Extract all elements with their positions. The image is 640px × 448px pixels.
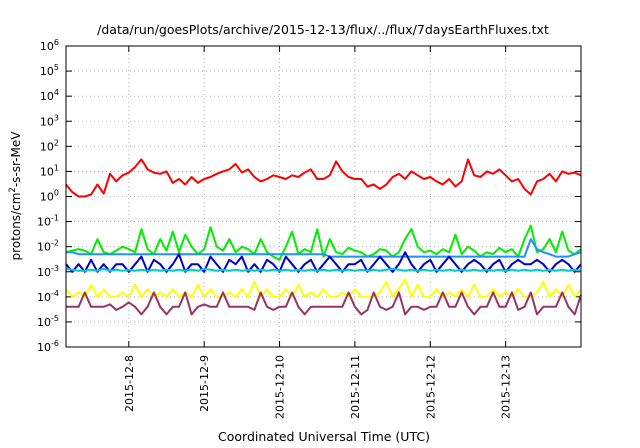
y-tick-label: 10-1: [37, 214, 59, 229]
y-tick-label: 101: [40, 163, 59, 178]
series-line-6: [65, 278, 582, 298]
series-line-2: [65, 224, 582, 261]
y-tick-label: 105: [40, 63, 59, 78]
plot-frame: [65, 45, 582, 348]
series-line-5: [65, 267, 582, 272]
y-tick-label: 10-2: [37, 239, 59, 254]
chart-title: /data/run/goesPlots/archive/2015-12-13/f…: [97, 22, 549, 37]
series-line-4: [65, 251, 582, 273]
y-tick-label: 103: [40, 113, 59, 128]
y-tick-label: 10-6: [37, 339, 59, 354]
y-tick-label: 10-5: [37, 314, 59, 329]
y-tick-label: 102: [40, 138, 59, 153]
x-axis-ticks: 2015-12-8 2015-12-9 2015-12-10 2015-12-11 20…: [123, 46, 513, 419]
series-group: [65, 158, 582, 316]
y-tick-label: 10-3: [37, 264, 59, 279]
x-tick-label: 2015-12-10: [274, 355, 287, 419]
x-axis-label: Coordinated Universal Time (UTC): [218, 429, 430, 444]
y-tick-label: 104: [40, 88, 59, 103]
y-tick-label: 100: [40, 189, 59, 204]
y-tick-label: 10-4: [37, 289, 59, 304]
y-tick-label: 106: [40, 38, 59, 53]
x-tick-label: 2015-12-9: [198, 355, 211, 412]
y-axis-ticks: 10-6 10-5 10-4 10-3 10-2 10-1 100 101 102 103 104 1…: [37, 38, 581, 354]
y-axis-label: protons/cm2-s-sr-MeV: [8, 131, 23, 261]
x-tick-label: 2015-12-8: [123, 355, 136, 412]
series-line-7: [66, 291, 582, 316]
x-tick-label: 2015-12-11: [349, 355, 362, 419]
x-tick-label: 2015-12-12: [424, 355, 437, 419]
x-tick-label: 2015-12-13: [500, 355, 513, 419]
series-line-1: [65, 158, 582, 198]
grid: [66, 46, 581, 347]
series-line-3: [66, 238, 582, 258]
